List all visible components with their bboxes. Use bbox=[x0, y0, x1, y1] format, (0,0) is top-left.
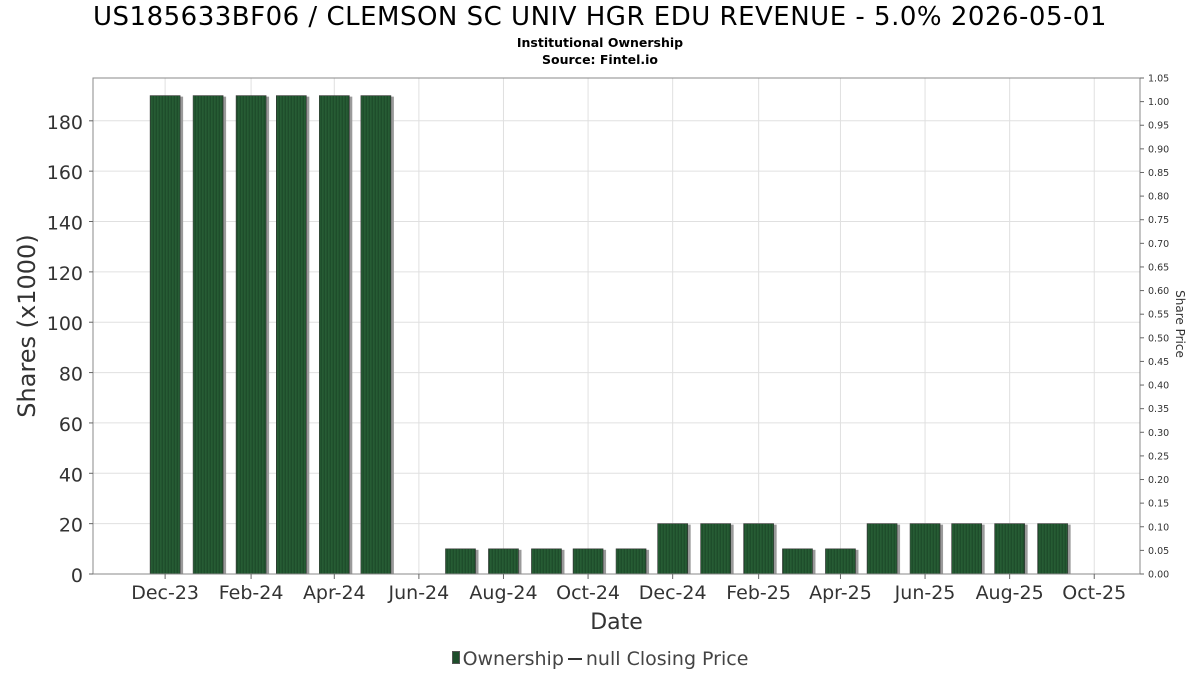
y2-tick-label: 0.70 bbox=[1148, 239, 1169, 250]
y2-axis-label: Share Price bbox=[1173, 290, 1187, 358]
y-tick-label: 60 bbox=[59, 414, 83, 436]
ownership-bar bbox=[531, 548, 562, 575]
ownership-bar bbox=[615, 548, 647, 575]
y-tick-label: 100 bbox=[47, 313, 83, 335]
ownership-bar bbox=[994, 523, 1025, 575]
ownership-bar bbox=[909, 523, 941, 575]
y-tick-label: 120 bbox=[47, 263, 83, 285]
y2-tick-label: 0.20 bbox=[1148, 475, 1169, 486]
ownership-bar bbox=[360, 95, 392, 575]
y2-tick-label: 0.60 bbox=[1148, 286, 1169, 297]
y2-tick-label: 0.65 bbox=[1148, 262, 1169, 273]
y-tick-label: 160 bbox=[47, 162, 83, 184]
ownership-bar bbox=[445, 548, 476, 575]
chart-subtitle: Institutional Ownership bbox=[516, 35, 684, 50]
y-tick-label: 80 bbox=[59, 364, 83, 386]
y-tick-label: 0 bbox=[71, 565, 83, 587]
ownership-bar bbox=[276, 95, 307, 575]
x-tick-label: Aug-24 bbox=[469, 582, 537, 604]
y-axis-label: Shares (x1000) bbox=[13, 234, 41, 417]
x-tick-label: Aug-25 bbox=[976, 582, 1044, 604]
x-axis-label: Date bbox=[590, 610, 643, 635]
y2-tick-label: 0.80 bbox=[1148, 192, 1169, 203]
y2-tick-label: 0.30 bbox=[1148, 428, 1169, 439]
y2-tick-label: 0.00 bbox=[1148, 570, 1169, 581]
ownership-bar bbox=[866, 523, 898, 575]
ownership-bar bbox=[318, 95, 350, 575]
y2-tick-label: 1.05 bbox=[1148, 74, 1169, 85]
ownership-chart: 0 20 40 60 80 100 120 140 160 180 0.00 0.05 0.10 0.1… bbox=[13, 74, 1187, 636]
ownership-bar bbox=[657, 523, 688, 575]
ownership-bar bbox=[1037, 523, 1068, 575]
y2-tick-label: 1.00 bbox=[1148, 97, 1169, 108]
closing-price-line-icon bbox=[567, 658, 582, 660]
ownership-bar bbox=[700, 523, 731, 575]
ownership-bar bbox=[488, 548, 519, 575]
legend: Ownership null Closing Price bbox=[0, 648, 1200, 670]
x-tick-label: Feb-25 bbox=[726, 582, 791, 604]
x-tick-label: Dec-24 bbox=[639, 582, 707, 604]
y2-tick-label: 0.75 bbox=[1148, 215, 1169, 226]
y2-axis: 0.00 0.05 0.10 0.15 0.20 0.25 0.30 0.35 0.40 0.45… bbox=[1140, 74, 1169, 581]
ownership-bar bbox=[782, 548, 813, 575]
ownership-bar bbox=[235, 95, 267, 575]
ownership-bar bbox=[572, 548, 604, 575]
y2-tick-label: 0.90 bbox=[1148, 144, 1169, 155]
y2-tick-label: 0.85 bbox=[1148, 168, 1169, 179]
legend-ownership: Ownership bbox=[462, 648, 564, 670]
x-tick-label: Apr-24 bbox=[303, 582, 366, 604]
y2-tick-label: 0.40 bbox=[1148, 381, 1169, 392]
x-tick-label: Apr-25 bbox=[809, 582, 872, 604]
y-tick-label: 180 bbox=[47, 112, 83, 134]
y2-tick-label: 0.05 bbox=[1148, 546, 1169, 557]
y2-tick-label: 0.45 bbox=[1148, 357, 1169, 368]
y2-tick-label: 0.95 bbox=[1148, 121, 1169, 132]
bars bbox=[149, 95, 1071, 575]
y2-tick-label: 0.35 bbox=[1148, 404, 1169, 415]
ownership-bar bbox=[149, 95, 181, 575]
x-tick-label: Jun-25 bbox=[894, 582, 956, 604]
x-axis: Dec-23 Feb-24 Apr-24 Jun-24 Aug-24 Oct-24 Dec-… bbox=[131, 574, 1126, 604]
legend-closing-price: null Closing Price bbox=[585, 648, 749, 670]
ownership-bar bbox=[743, 523, 774, 575]
y2-tick-label: 0.50 bbox=[1148, 333, 1169, 344]
ownership-bar bbox=[951, 523, 982, 575]
y-axis: 0 20 40 60 80 100 120 140 160 180 bbox=[47, 112, 93, 587]
plot-frame bbox=[92, 77, 1141, 575]
x-tick-label: Oct-25 bbox=[1062, 582, 1126, 604]
chart-title: US185633BF06 / CLEMSON SC UNIV HGR EDU R… bbox=[93, 2, 1107, 32]
y-tick-label: 140 bbox=[47, 213, 83, 235]
x-tick-label: Dec-23 bbox=[131, 582, 199, 604]
y2-tick-label: 0.15 bbox=[1148, 499, 1169, 510]
x-tick-label: Oct-24 bbox=[556, 582, 620, 604]
y-tick-label: 40 bbox=[59, 464, 83, 486]
x-tick-label: Feb-24 bbox=[219, 582, 284, 604]
y-tick-label: 20 bbox=[59, 515, 83, 537]
chart-source: Source: Fintel.io bbox=[542, 52, 658, 67]
y2-tick-label: 0.55 bbox=[1148, 310, 1169, 321]
ownership-swatch-icon bbox=[451, 651, 460, 664]
ownership-bar bbox=[825, 548, 856, 575]
x-tick-label: Jun-24 bbox=[388, 582, 450, 604]
y2-tick-label: 0.25 bbox=[1148, 451, 1169, 462]
y2-tick-label: 0.10 bbox=[1148, 522, 1169, 533]
ownership-bar bbox=[192, 95, 224, 575]
